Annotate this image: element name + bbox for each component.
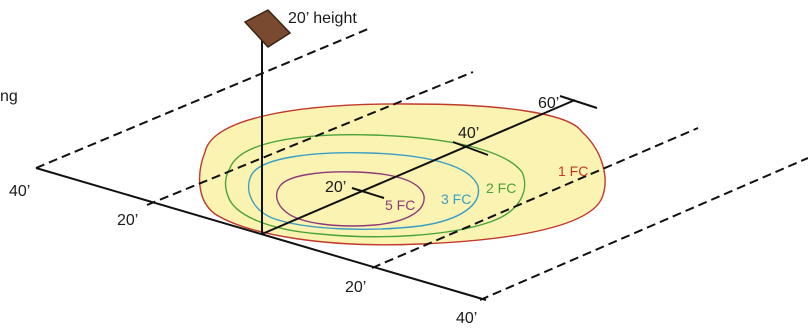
dashed-line-3 — [371, 127, 699, 269]
light-fixture — [243, 9, 292, 48]
axis-label-center-60: 60’ — [538, 95, 559, 112]
cut-off-text: ng — [0, 88, 18, 105]
contour-label-1fc: 1 FC — [558, 163, 588, 179]
contour-5fc — [275, 171, 425, 227]
contour-label-5fc: 5 FC — [385, 197, 415, 213]
contour-2fc — [224, 134, 526, 238]
axis-label-bottom-40: 40’ — [456, 310, 477, 327]
axis-label-center-40: 40’ — [458, 125, 479, 142]
fixture-box-icon — [243, 9, 292, 48]
axis-depth — [261, 99, 576, 235]
contour-label-3fc: 3 FC — [441, 191, 471, 207]
axis-label-left-20: 20’ — [117, 212, 138, 229]
tick-60 — [559, 95, 598, 109]
contour-3fc — [247, 151, 480, 230]
tick-20 — [351, 187, 385, 199]
solid-axes — [35, 40, 598, 301]
dashed-gridlines — [35, 28, 808, 301]
axis-label-left-40: 40’ — [9, 183, 30, 200]
fixture-height-label: 20’ height — [288, 10, 357, 27]
axis-label-center-20: 20’ — [325, 179, 346, 196]
dashed-line-1 — [35, 28, 369, 169]
contour-label-2fc: 2 FC — [486, 180, 516, 196]
axis-label-bottom-20: 20’ — [345, 279, 366, 296]
dashed-line-4 — [479, 157, 808, 301]
tick-40 — [452, 141, 489, 156]
dashed-line-2 — [146, 71, 474, 206]
